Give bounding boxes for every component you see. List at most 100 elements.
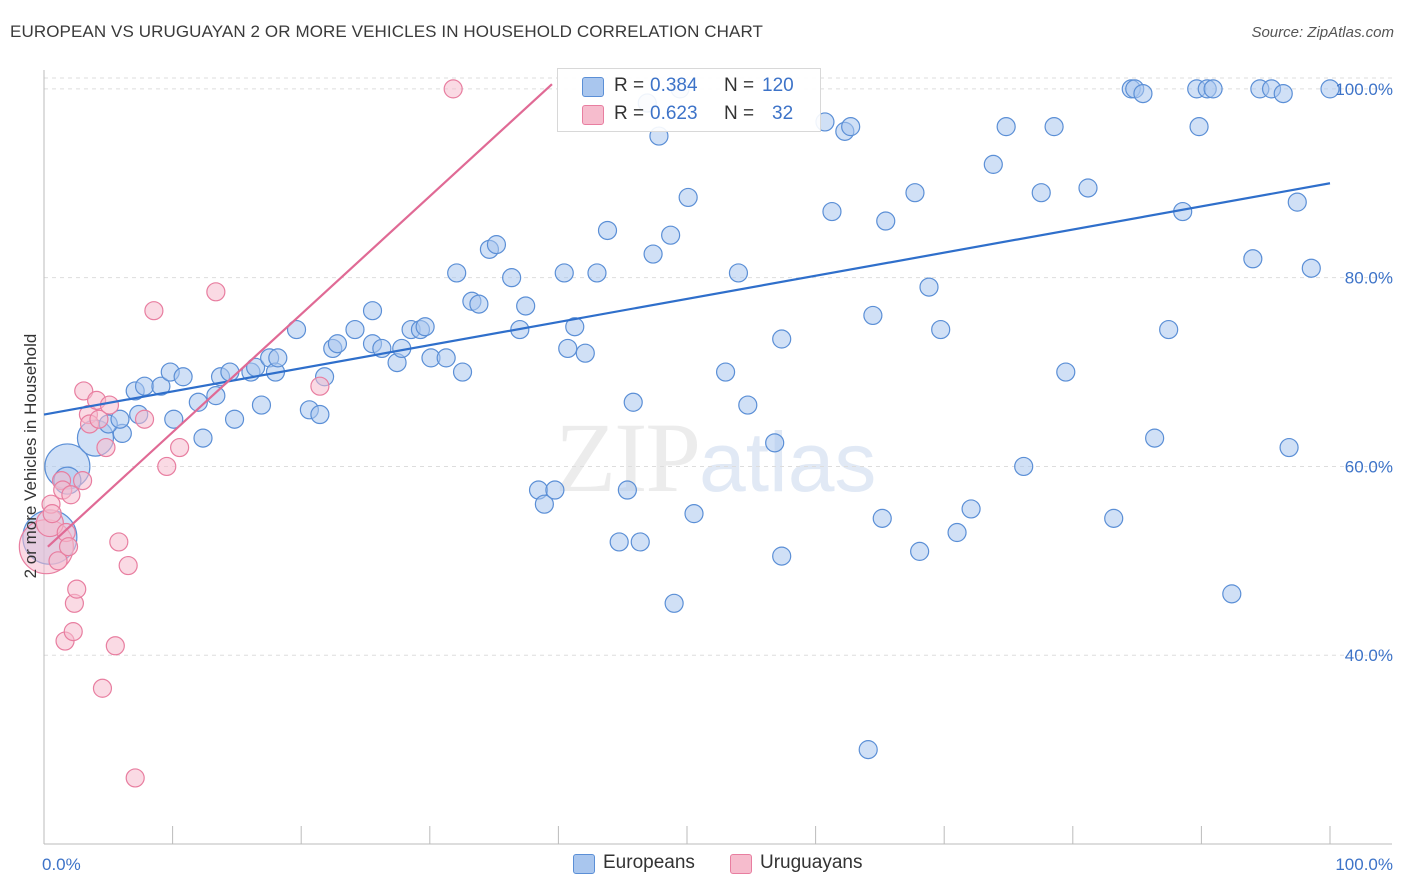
y-tick-label: 40.0% (1345, 646, 1393, 665)
european-point (919, 277, 939, 297)
uruguayan-point (89, 409, 109, 429)
bottom-legend-europeans: Europeans (573, 852, 713, 876)
european-point (206, 386, 226, 406)
european-point (327, 334, 348, 354)
y-tick-label: 100.0% (1335, 80, 1393, 99)
european-point (684, 504, 704, 524)
europeans-n-label: N = (724, 75, 755, 96)
uruguayan-point (58, 537, 79, 557)
european-point (1222, 584, 1242, 604)
uruguayans-r-label: R = (614, 103, 645, 124)
european-point (1203, 79, 1223, 99)
x-tick-label: 0.0% (42, 855, 81, 874)
european-point (362, 301, 383, 321)
european-point (905, 183, 925, 203)
european-point (678, 187, 698, 208)
european-point (858, 740, 878, 760)
european-point (151, 376, 171, 396)
european-point (545, 480, 565, 500)
uruguayan-point (42, 504, 62, 524)
european-point (224, 409, 245, 429)
bottom-uruguayans-swatch (730, 854, 752, 874)
bottom-europeans-label: Europeans (603, 852, 695, 873)
bottom-europeans-swatch (573, 854, 595, 874)
european-point (193, 428, 213, 448)
uruguayan-point (144, 301, 164, 321)
watermark-atlas: atlas (699, 415, 877, 509)
european-point (415, 317, 435, 337)
europeans-r-value: 0.384 (650, 75, 698, 96)
y-tick-label: 80.0% (1345, 269, 1393, 288)
chart-title: EUROPEAN VS URUGUAYAN 2 OR MORE VEHICLES… (10, 22, 764, 41)
bottom-legend-uruguayans: Uruguayans (730, 852, 890, 876)
uruguayans-swatch (582, 105, 604, 125)
european-point (630, 532, 650, 552)
trend-lines (43, 83, 1331, 548)
uruguayan-point (206, 282, 226, 302)
european-point (1056, 362, 1076, 382)
uruguayans-n-label: N = (724, 103, 755, 124)
european-point (961, 499, 981, 519)
uruguayan-point (170, 437, 190, 458)
european-point (1301, 258, 1321, 278)
uruguayan-point (74, 381, 94, 401)
european-point (996, 117, 1016, 137)
european-point (715, 362, 736, 382)
european-point (623, 392, 643, 412)
european-point (452, 362, 473, 382)
bottom-uruguayans-label: Uruguayans (760, 852, 863, 873)
uruguayan-point (72, 470, 93, 491)
european-point (617, 480, 637, 500)
europeans-trend-line (43, 182, 1331, 416)
uruguayan-point (96, 437, 116, 458)
european-point (728, 263, 749, 283)
european-point (1078, 178, 1098, 198)
stats-legend: R = 0.384 N = 120 R = 0.623 N = 32 (557, 68, 821, 132)
european-point (822, 201, 842, 222)
european-point (558, 338, 578, 359)
european-point (251, 395, 272, 415)
europeans-n-value: 120 (762, 75, 794, 96)
european-point (1014, 456, 1034, 477)
european-point (597, 220, 618, 241)
tick-labels: 40.0% 60.0% 80.0% 100.0% 0.0% 100.0% (42, 80, 1393, 874)
legend-row-uruguayans: R = 0.623 N = 32 (558, 100, 820, 128)
uruguayan-point (118, 555, 138, 576)
axis-layer (43, 70, 1392, 845)
y-tick-label: 60.0% (1345, 457, 1393, 476)
european-point (486, 235, 507, 255)
european-point (516, 296, 536, 316)
european-point (661, 225, 681, 245)
european-point (447, 263, 467, 283)
y-axis-label: 2 or more Vehicles in Household (21, 334, 40, 579)
european-point (587, 263, 607, 283)
uruguayan-point (105, 636, 125, 656)
european-point (947, 522, 967, 543)
x-tick-label: 100.0% (1335, 855, 1393, 874)
european-point (1159, 319, 1179, 340)
european-point (1287, 192, 1307, 212)
european-point (469, 294, 489, 314)
european-point (609, 532, 629, 552)
european-point (575, 343, 595, 363)
uruguayan-point (109, 532, 129, 552)
european-point (910, 541, 930, 561)
european-point (173, 367, 193, 387)
uruguayans-trend-line (47, 83, 553, 548)
european-point (565, 317, 585, 337)
uruguayan-point (61, 485, 81, 505)
european-point (876, 211, 896, 231)
european-point (1044, 117, 1064, 137)
uruguayans-points (18, 79, 463, 788)
european-point (664, 593, 684, 613)
european-point (738, 395, 758, 415)
european-point (931, 319, 951, 340)
european-point (554, 263, 574, 283)
uruguayan-point (443, 79, 463, 99)
european-point (643, 244, 663, 264)
european-point (188, 392, 208, 412)
european-point (502, 268, 522, 288)
european-point (765, 433, 785, 453)
uruguayan-point (63, 622, 83, 642)
